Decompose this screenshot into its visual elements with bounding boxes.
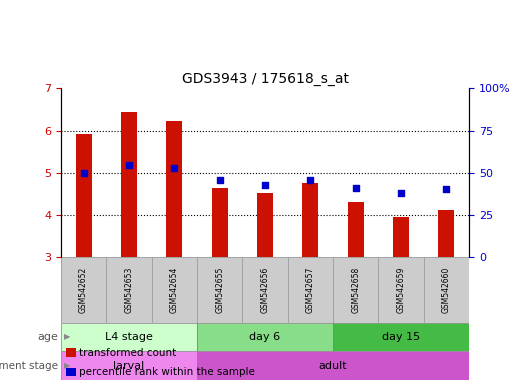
Text: day 6: day 6	[250, 332, 280, 342]
Text: ▶: ▶	[64, 361, 70, 370]
Text: day 15: day 15	[382, 332, 420, 342]
Text: GSM542659: GSM542659	[396, 267, 405, 313]
Bar	[152, 257, 197, 323]
Bar	[107, 257, 152, 323]
Bar	[303, 184, 319, 257]
Text: adult: adult	[319, 361, 347, 371]
Point	[215, 177, 224, 184]
Text: GSM542660: GSM542660	[442, 267, 451, 313]
Bar	[121, 111, 137, 257]
Bar	[61, 257, 107, 323]
Bar	[393, 217, 409, 257]
Text: development stage: development stage	[0, 361, 58, 371]
Text: GSM542658: GSM542658	[351, 267, 360, 313]
Bar	[242, 257, 288, 323]
Bar	[348, 202, 364, 257]
Point	[351, 185, 360, 191]
Text: percentile rank within the sample: percentile rank within the sample	[79, 367, 255, 377]
Bar	[76, 134, 92, 257]
Bar	[423, 257, 469, 323]
Text: larval: larval	[113, 361, 145, 371]
Bar	[61, 323, 197, 351]
Text: transformed count: transformed count	[79, 348, 176, 358]
Text: GSM542656: GSM542656	[261, 267, 269, 313]
Bar	[197, 323, 333, 351]
Bar	[257, 193, 273, 257]
Bar	[197, 351, 469, 380]
Bar	[211, 188, 227, 257]
Bar	[333, 257, 378, 323]
Bar	[333, 323, 469, 351]
Bar	[166, 121, 182, 257]
Bar	[378, 257, 423, 323]
Text: GSM542654: GSM542654	[170, 267, 179, 313]
Text: ▶: ▶	[64, 333, 70, 341]
Text: GSM542657: GSM542657	[306, 267, 315, 313]
Point	[442, 186, 450, 192]
Text: age: age	[38, 332, 58, 342]
Point	[125, 162, 133, 168]
Bar	[288, 257, 333, 323]
Title: GDS3943 / 175618_s_at: GDS3943 / 175618_s_at	[181, 72, 349, 86]
Point	[306, 177, 315, 184]
Bar	[61, 351, 197, 380]
Bar	[197, 257, 242, 323]
Text: GSM542652: GSM542652	[79, 267, 88, 313]
Text: L4 stage: L4 stage	[105, 332, 153, 342]
Point	[261, 182, 269, 188]
Text: GSM542655: GSM542655	[215, 267, 224, 313]
Point	[170, 165, 179, 171]
Text: GSM542653: GSM542653	[125, 267, 134, 313]
Bar	[438, 210, 454, 257]
Point	[80, 170, 88, 176]
Point	[397, 190, 405, 196]
